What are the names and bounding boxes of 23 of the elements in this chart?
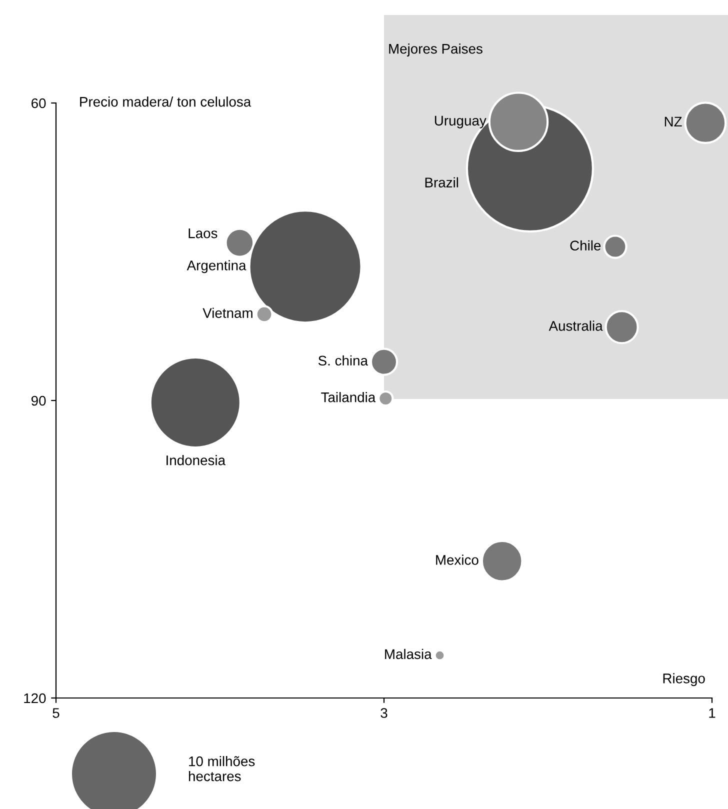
series-label: Laos: [188, 228, 218, 238]
text: Mejores Paises: [389, 44, 482, 56]
x-tick-label: 5: [52, 708, 60, 718]
series-label: Indonesia: [166, 455, 226, 466]
y-tick-label: 60: [32, 98, 46, 108]
series-label: NZ: [664, 116, 682, 126]
series-label: S. china: [318, 355, 368, 366]
series-label: Mexico: [436, 554, 478, 565]
y-tick-label: 120: [24, 693, 46, 704]
x-tick-label: 1: [709, 708, 716, 718]
series-label: Australia: [548, 320, 603, 331]
series-label: Uruguay: [434, 116, 486, 128]
series-label: Argentina: [186, 260, 246, 274]
series-label: Chile: [570, 240, 601, 251]
series-label: Brazil: [425, 177, 458, 188]
y-tick-label: 90: [31, 396, 46, 406]
series-label: Vietnam: [202, 308, 252, 318]
series-label: Tailandia: [321, 392, 376, 402]
legend-label: 10 milhões hectares: [188, 756, 255, 782]
y-axis-title: Precio madera/ ton celulosa: [80, 96, 252, 107]
x-axis-title: Riesgo: [663, 673, 705, 686]
series-label: Malasia: [385, 648, 432, 660]
x-tick-label: 3: [380, 708, 388, 718]
